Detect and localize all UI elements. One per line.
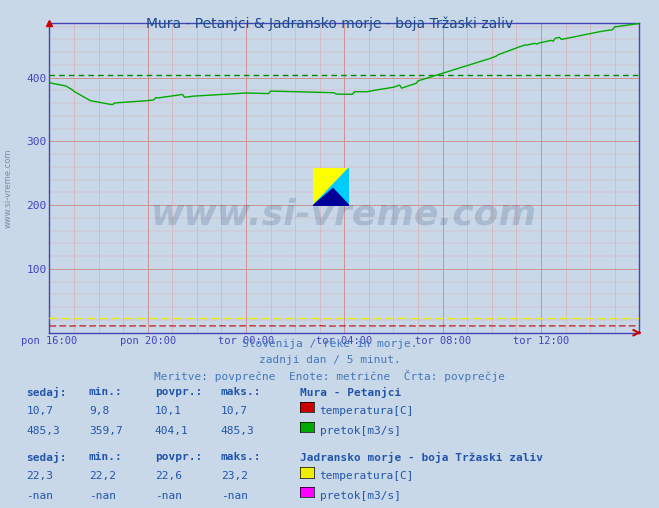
Text: www.si-vreme.com: www.si-vreme.com (152, 198, 537, 232)
Text: 485,3: 485,3 (221, 426, 254, 436)
Polygon shape (313, 168, 349, 206)
Text: sedaj:: sedaj: (26, 387, 67, 398)
Text: Mura - Petanjci & Jadransko morje - boja Tržaski zaliv: Mura - Petanjci & Jadransko morje - boja… (146, 17, 513, 31)
Text: povpr.:: povpr.: (155, 387, 202, 397)
Text: -nan: -nan (26, 491, 53, 501)
Text: 10,1: 10,1 (155, 406, 182, 417)
Text: 485,3: 485,3 (26, 426, 60, 436)
Text: 22,2: 22,2 (89, 471, 116, 482)
Text: sedaj:: sedaj: (26, 452, 67, 463)
Text: temperatura[C]: temperatura[C] (320, 471, 414, 482)
Text: Slovenija / reke in morje.: Slovenija / reke in morje. (242, 339, 417, 350)
Text: povpr.:: povpr.: (155, 452, 202, 462)
Text: pretok[m3/s]: pretok[m3/s] (320, 426, 401, 436)
Text: 10,7: 10,7 (221, 406, 248, 417)
Text: 359,7: 359,7 (89, 426, 123, 436)
Text: -nan: -nan (155, 491, 182, 501)
Text: Jadransko morje - boja Tržaski zaliv: Jadransko morje - boja Tržaski zaliv (300, 452, 543, 463)
Text: temperatura[C]: temperatura[C] (320, 406, 414, 417)
Text: -nan: -nan (89, 491, 116, 501)
Text: maks.:: maks.: (221, 387, 261, 397)
Text: min.:: min.: (89, 452, 123, 462)
Text: pretok[m3/s]: pretok[m3/s] (320, 491, 401, 501)
Text: 404,1: 404,1 (155, 426, 188, 436)
Text: www.si-vreme.com: www.si-vreme.com (3, 148, 13, 228)
Text: Meritve: povprečne  Enote: metrične  Črta: povprečje: Meritve: povprečne Enote: metrične Črta:… (154, 370, 505, 382)
Text: 23,2: 23,2 (221, 471, 248, 482)
Text: zadnji dan / 5 minut.: zadnji dan / 5 minut. (258, 355, 401, 365)
Text: 22,3: 22,3 (26, 471, 53, 482)
Text: 22,6: 22,6 (155, 471, 182, 482)
Polygon shape (313, 188, 349, 206)
Text: maks.:: maks.: (221, 452, 261, 462)
Text: -nan: -nan (221, 491, 248, 501)
Text: min.:: min.: (89, 387, 123, 397)
Polygon shape (313, 168, 349, 206)
Text: Mura - Petanjci: Mura - Petanjci (300, 387, 401, 398)
Text: 9,8: 9,8 (89, 406, 109, 417)
Text: 10,7: 10,7 (26, 406, 53, 417)
